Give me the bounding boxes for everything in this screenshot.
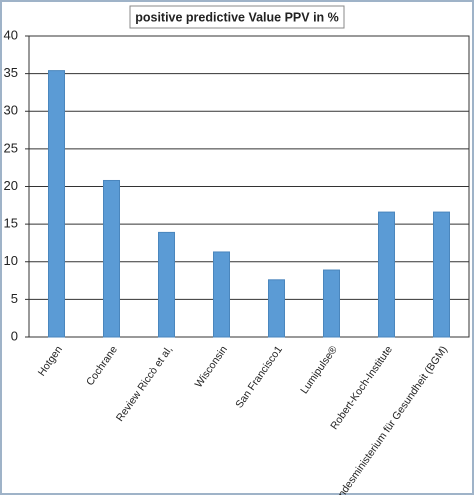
y-tick-label: 10: [4, 253, 18, 268]
y-tick-label: 35: [4, 65, 18, 80]
y-tick-label: 30: [4, 103, 18, 118]
chart-title: positive predictive Value PPV in %: [135, 10, 339, 24]
y-tick-label: 0: [11, 328, 18, 343]
bar: [213, 251, 230, 338]
bar: [268, 279, 285, 338]
title-box: [129, 5, 345, 29]
bar: [433, 211, 450, 338]
y-tick-label: 40: [4, 27, 18, 42]
y-tick-label: 15: [4, 216, 18, 231]
bar: [103, 179, 120, 338]
bar: [323, 269, 340, 338]
y-tick-label: 5: [11, 291, 18, 306]
bar: [378, 211, 395, 338]
y-tick-label: 25: [4, 140, 18, 155]
bar: [48, 70, 65, 338]
y-tick-label: 20: [4, 178, 18, 193]
bar: [158, 231, 175, 338]
